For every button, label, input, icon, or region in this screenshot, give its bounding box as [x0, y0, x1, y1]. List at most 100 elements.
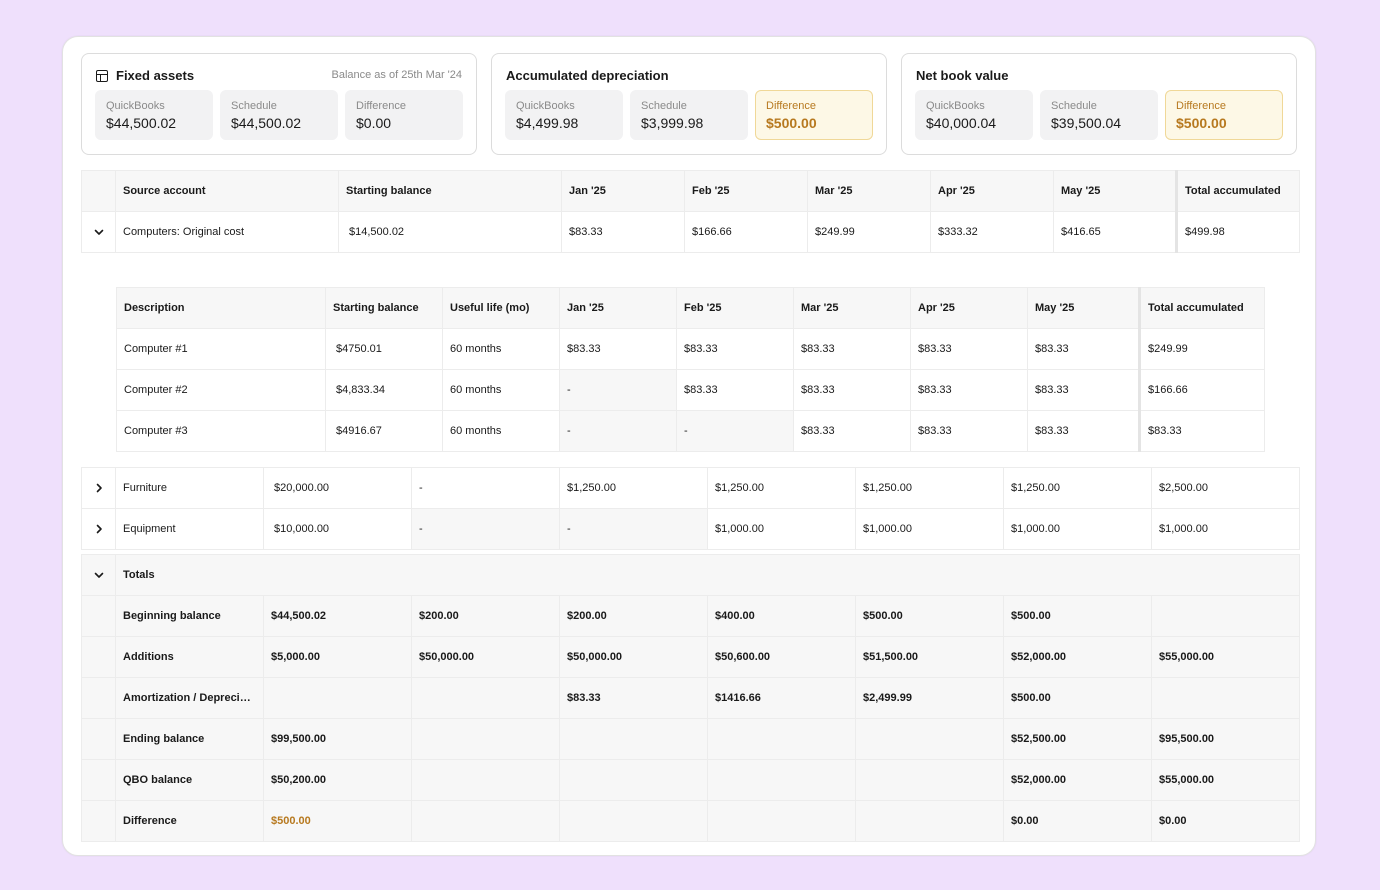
table-cell: 60 months	[442, 328, 560, 370]
table-row[interactable]: Furniture $20,000.00 - $1,250.00 $1,250.…	[81, 467, 1300, 509]
table-cell: $52,500.00	[1003, 718, 1152, 760]
table-row: Beginning balance $44,500.02 $200.00 $20…	[81, 595, 1301, 637]
totals-title: Totals	[114, 554, 1301, 596]
tile-label: QuickBooks	[106, 100, 165, 112]
card-title-wrap: Accumulated depreciation	[506, 68, 669, 83]
table-row[interactable]: Computer #3 $4916.67 60 months - - $83.3…	[116, 410, 1265, 452]
collapse-button[interactable]	[81, 554, 116, 596]
totals-header-row[interactable]: Totals	[81, 554, 1301, 596]
column-header: Mar '25	[807, 170, 931, 212]
tile-value: $4,499.98	[516, 115, 579, 131]
collapse-button[interactable]	[81, 211, 116, 253]
tile-label: Difference	[356, 100, 406, 112]
chevron-right-icon	[96, 483, 102, 493]
column-header: Useful life (mo)	[442, 287, 560, 329]
balance-date: Balance as of 25th Mar '24	[331, 69, 462, 81]
table-cell: $400.00	[707, 595, 856, 637]
schedule-tile: Schedule $44,500.02	[220, 90, 338, 140]
column-header: Starting balance	[338, 170, 562, 212]
column-header: Mar '25	[793, 287, 911, 329]
table-row[interactable]: Computer #1 $4750.01 60 months $83.33 $8…	[116, 328, 1265, 370]
row-label: QBO balance	[115, 759, 264, 801]
table-cell: $1,000.00	[707, 508, 856, 550]
table-row: Amortization / Depreciation $83.33 $1416…	[81, 677, 1301, 719]
net-book-value-card: Net book value QuickBooks $40,000.04 Sche…	[901, 53, 1297, 155]
expand-button[interactable]	[81, 508, 116, 550]
table-header-row: Source account Starting balance Jan '25 …	[81, 170, 1300, 212]
table-cell: $95,500.00	[1150, 718, 1301, 760]
table-cell: -	[559, 410, 677, 452]
table-cell: $1416.66	[707, 677, 856, 719]
table-cell: $50,600.00	[707, 636, 856, 678]
table-cell: $500.00	[855, 595, 1004, 637]
quickbooks-tile: QuickBooks $4,499.98	[505, 90, 623, 140]
table-cell: $4750.01	[325, 328, 443, 370]
table-cell: $1,000.00	[855, 508, 1004, 550]
column-header: Starting balance	[325, 287, 443, 329]
column-header: Feb '25	[684, 170, 808, 212]
tile-label: Schedule	[231, 100, 277, 112]
table-row[interactable]: Computers: Original cost $14,500.02 $83.…	[81, 211, 1300, 253]
difference-tile: Difference $500.00	[755, 90, 873, 140]
table-cell	[707, 800, 856, 842]
chevron-down-icon	[94, 229, 103, 235]
table-cell: -	[676, 410, 794, 452]
table-cell: Computer #2	[116, 369, 326, 411]
table-cell: Computer #3	[116, 410, 326, 452]
row-spacer	[81, 677, 116, 719]
column-header: Total accumulated	[1175, 170, 1300, 212]
table-cell: $500.00	[1003, 595, 1152, 637]
table-cell: $1,250.00	[707, 467, 856, 509]
table-cell: $83.33	[910, 410, 1028, 452]
table-row[interactable]: Computer #2 $4,833.34 60 months - $83.33…	[116, 369, 1265, 411]
table-cell: Computer #1	[116, 328, 326, 370]
table-cell: $1,250.00	[559, 467, 708, 509]
table-cell: $83.33	[559, 677, 708, 719]
table-cell: $52,000.00	[1003, 636, 1152, 678]
table-cell: $10,000.00	[263, 508, 412, 550]
table-cell	[1150, 677, 1301, 719]
row-spacer	[81, 800, 116, 842]
table-cell: $52,000.00	[1003, 759, 1152, 801]
tile-value: $40,000.04	[926, 115, 997, 131]
table-cell: $83.33	[793, 328, 911, 370]
table-cell: $0.00	[1150, 800, 1301, 842]
table-cell	[855, 759, 1004, 801]
table-cell: $83.33	[1027, 328, 1140, 370]
table-cell: $83.33	[676, 369, 794, 411]
table-cell: $83.33	[559, 328, 677, 370]
row-spacer	[81, 636, 116, 678]
table-cell	[707, 759, 856, 801]
quickbooks-tile: QuickBooks $44,500.02	[95, 90, 213, 140]
tile-label: QuickBooks	[926, 100, 985, 112]
table-cell: 60 months	[442, 410, 560, 452]
tile-value: $44,500.02	[231, 115, 302, 131]
schedule-tile: Schedule $39,500.04	[1040, 90, 1158, 140]
tile-value: $39,500.04	[1051, 115, 1122, 131]
table-cell: 60 months	[442, 369, 560, 411]
table-row[interactable]: Equipment $10,000.00 - - $1,000.00 $1,00…	[81, 508, 1300, 550]
table-row: Difference $500.00 $0.00 $0.00	[81, 800, 1301, 842]
table-row: Ending balance $99,500.00 $52,500.00 $95…	[81, 718, 1301, 760]
table-cell: $499.98	[1175, 211, 1300, 253]
table-cell: $20,000.00	[263, 467, 412, 509]
table-cell: $1,250.00	[855, 467, 1004, 509]
column-header: Feb '25	[676, 287, 794, 329]
expand-button[interactable]	[81, 467, 116, 509]
table-cell: $2,500.00	[1151, 467, 1300, 509]
difference-value: $500.00	[263, 800, 412, 842]
table-cell: $1,000.00	[1151, 508, 1300, 550]
column-header: May '25	[1053, 170, 1177, 212]
table-cell: $2,499.99	[855, 677, 1004, 719]
table-cell: $4916.67	[325, 410, 443, 452]
table-cell: $1,000.00	[1003, 508, 1152, 550]
table-cell: $83.33	[1138, 410, 1265, 452]
table-cell: $83.33	[1027, 369, 1140, 411]
tile-label: Difference	[766, 100, 816, 112]
tile-label: Difference	[1176, 100, 1226, 112]
table-cell: $83.33	[910, 328, 1028, 370]
table-cell	[855, 718, 1004, 760]
column-header: Description	[116, 287, 326, 329]
table-cell: $416.65	[1053, 211, 1177, 253]
table-cell	[707, 718, 856, 760]
